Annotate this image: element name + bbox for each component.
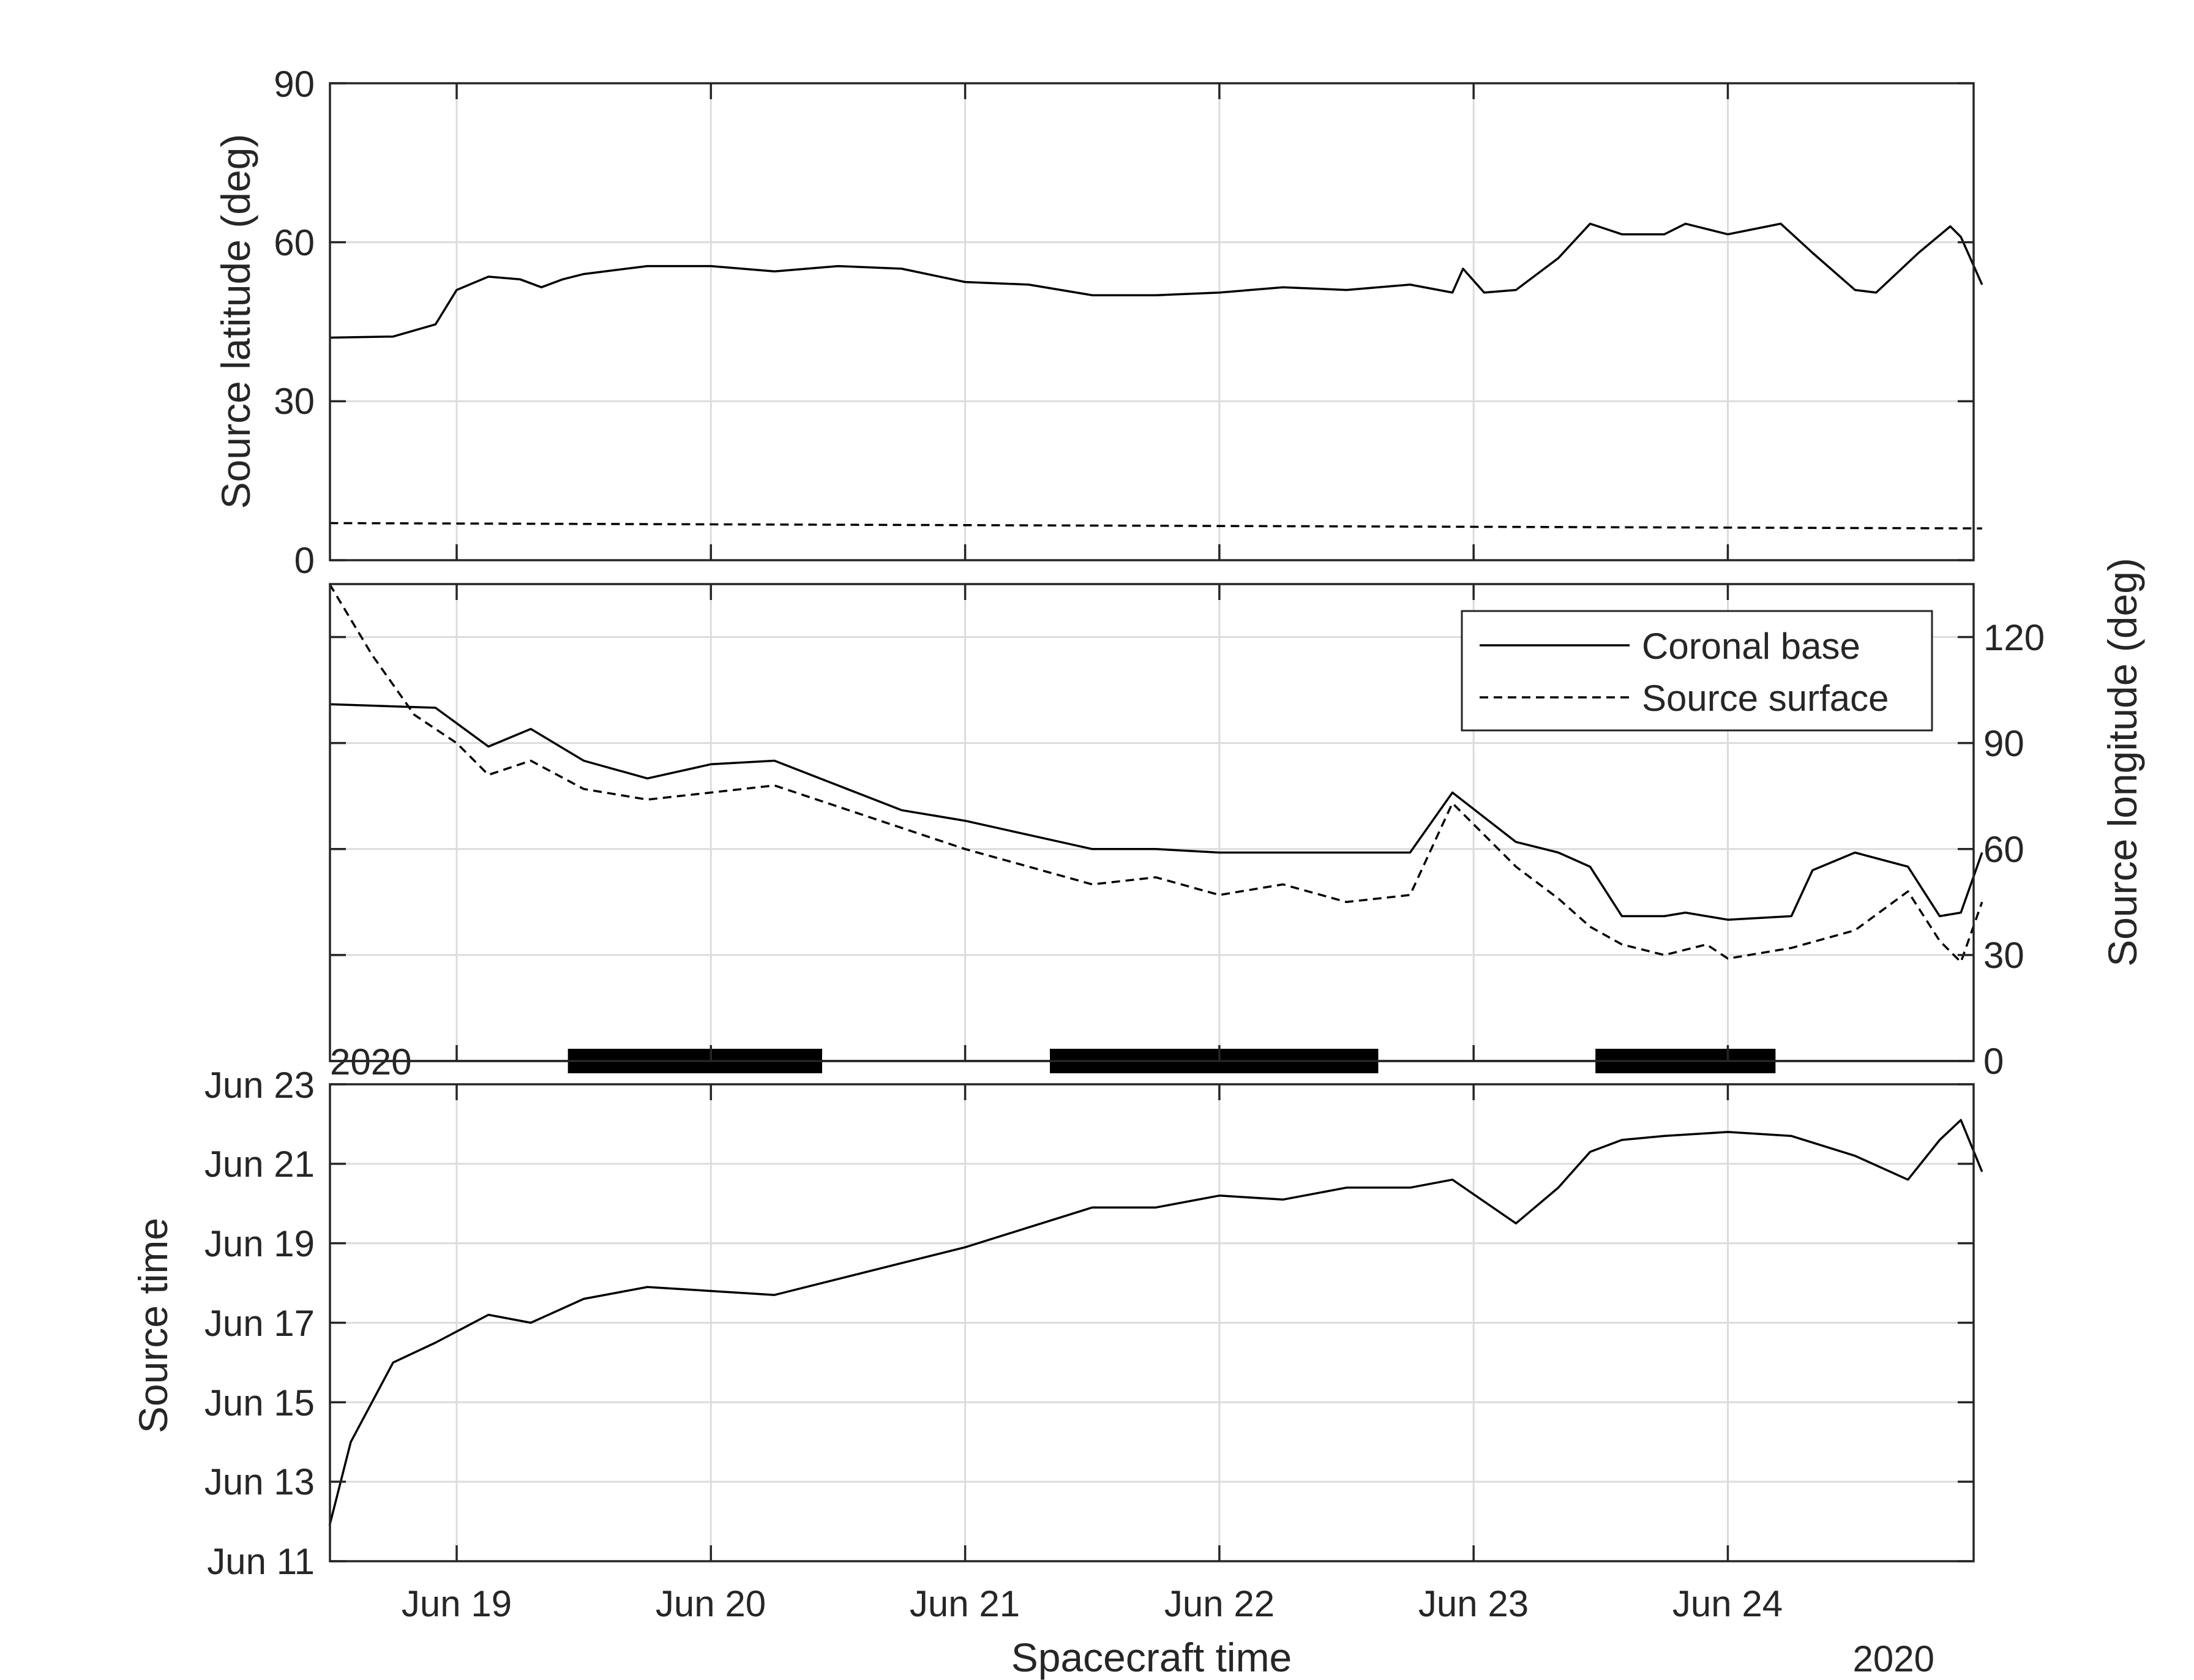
longitude-y-tick-label: 90 [1983, 723, 2024, 764]
source-time-series [328, 1119, 1983, 1526]
source-time-y-tick-label: Jun 17 [204, 1303, 315, 1344]
longitude-year-label: 2020 [330, 1041, 411, 1082]
latitude-axes-frame [329, 82, 1975, 561]
x-tick-label: Jun 21 [910, 1583, 1020, 1624]
longitude-y-tick-label: 60 [1983, 829, 2024, 870]
latitude-y-tick-label: 0 [294, 540, 315, 581]
latitude-y-axis-label: Source latitude (deg) [213, 134, 258, 509]
latitude-ticks [330, 82, 1974, 561]
coronal-base-line [329, 703, 1983, 921]
legend: Coronal base Source surface [1461, 610, 1933, 732]
legend-label-source-surface: Source surface [1642, 678, 1889, 719]
x-tick-label: Jun 22 [1164, 1583, 1275, 1624]
longitude-y-tick-label: 120 [1983, 617, 2045, 658]
latitude-series [329, 222, 1983, 530]
source-time-axes-frame [329, 1083, 1975, 1562]
source-time-y-tick-label: Jun 13 [204, 1461, 315, 1502]
latitude-y-tick-label: 90 [274, 64, 315, 105]
longitude-panel: 0 30 60 90 120 Source longitude (deg) 20… [328, 558, 2145, 1082]
x-tick-label: Jun 23 [1418, 1583, 1529, 1624]
x-tick-label: Jun 19 [402, 1583, 512, 1624]
source-time-panel: Jun 11 Jun 13 Jun 15 Jun 17 Jun 19 Jun 2… [130, 1065, 1983, 1680]
longitude-ticks [330, 584, 1974, 1062]
series-0-line [329, 222, 1983, 339]
latitude-y-tick-label: 60 [274, 222, 315, 263]
x-year-label: 2020 [1853, 1638, 1934, 1679]
latitude-y-tick-label: 30 [274, 381, 315, 422]
longitude-y-axis-label: Source longitude (deg) [2100, 558, 2145, 967]
series-1-line [329, 522, 1982, 530]
x-tick-label: Jun 20 [656, 1583, 766, 1624]
source-time-y-tick-label: Jun 23 [204, 1065, 315, 1106]
longitude-y-tick-label: 0 [1983, 1041, 2004, 1082]
source-time-y-axis-label: Source time [130, 1218, 176, 1433]
longitude-series [328, 583, 1983, 964]
source-time-y-tick-label: Jun 19 [204, 1223, 315, 1264]
x-tick-label: Jun 24 [1672, 1583, 1783, 1624]
source-time-y-tick-label: Jun 15 [204, 1382, 315, 1423]
longitude-y-tick-label: 30 [1983, 935, 2024, 976]
x-axis-label: Spacecraft time [1011, 1635, 1292, 1680]
legend-box [1461, 610, 1933, 732]
source-surface-line [328, 583, 1983, 964]
legend-label-coronal-base: Coronal base [1642, 626, 1860, 667]
longitude-axes-frame [329, 583, 1975, 1062]
series-0-line [328, 1119, 1983, 1526]
latitude-panel: 0 30 60 90 Source latitude (deg) [213, 64, 1983, 581]
source-time-y-tick-label: Jun 21 [204, 1144, 315, 1185]
source-time-y-tick-label: Jun 11 [207, 1541, 315, 1582]
